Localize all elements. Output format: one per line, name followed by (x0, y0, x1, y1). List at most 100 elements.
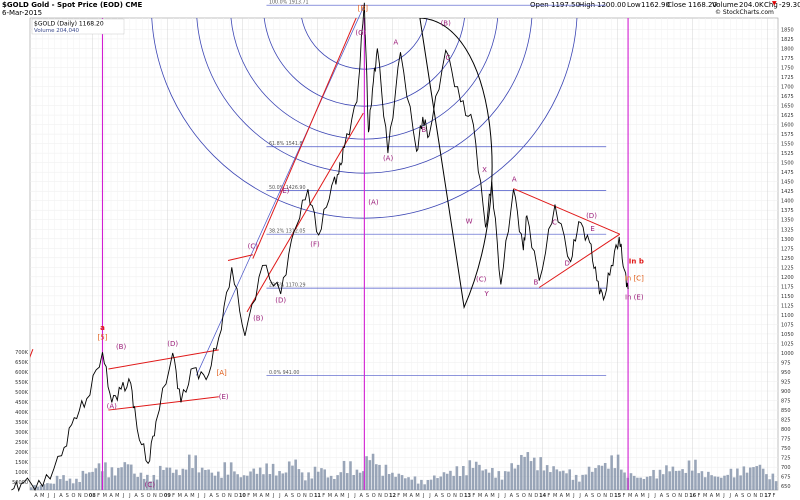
fib-level-label: 0.0% 941.00 (269, 370, 300, 376)
volume-bar (748, 467, 752, 490)
volume-bar (665, 465, 668, 490)
volume-bar (397, 473, 401, 490)
y-tick-label: 1225 (781, 265, 794, 271)
volume-value: 204.0K (739, 1, 764, 9)
volume-bar (584, 474, 588, 490)
volume-bar (391, 472, 394, 490)
volume-bar (313, 466, 317, 490)
volume-bar (436, 478, 439, 490)
x-tick-label: 09 (164, 493, 171, 499)
wave-label: [A] (217, 369, 228, 377)
x-tick-label: S (441, 493, 444, 499)
y-tick-label: 1800 (781, 46, 794, 52)
y-tick-label: 875 (781, 399, 791, 405)
fib-level-label: 100.0% 1913.71 (269, 0, 309, 6)
volume-bar (729, 468, 733, 490)
volume-bar (690, 470, 694, 490)
volume-bar (68, 478, 72, 490)
wave-label: (C) (248, 242, 259, 250)
x-tick-label: M (490, 493, 494, 499)
x-tick-label: O (747, 493, 751, 499)
volume-bar (487, 472, 491, 490)
x-tick-label: S (216, 493, 219, 499)
volume-bar (774, 481, 778, 490)
wave-label: (C) (145, 481, 156, 489)
volume-bar (716, 476, 720, 490)
wave-label: X (482, 166, 487, 174)
volume-bar (42, 484, 46, 490)
volume-bar (255, 473, 259, 490)
volume-bar (652, 469, 655, 490)
volume-bar (655, 478, 659, 490)
x-tick-label: F (773, 493, 776, 499)
volume-bar (610, 455, 613, 490)
volume-bar (410, 479, 414, 490)
volume-bar (268, 474, 272, 490)
x-tick-label: M (403, 493, 407, 499)
volume-bar (91, 471, 94, 490)
volume-bar (129, 464, 133, 490)
volume-bar (565, 473, 568, 490)
wave-label: (B) (116, 343, 127, 351)
high-value: 1200.00 (597, 1, 626, 9)
volume-bar (723, 475, 726, 490)
x-tick-label: J (728, 493, 730, 499)
volume-bar (758, 464, 762, 490)
volume-bar (732, 477, 736, 490)
volume-tick-label: 550K (15, 380, 29, 386)
volume-bar (507, 471, 510, 490)
volume-label: Volume (712, 1, 739, 9)
volume-bar (133, 473, 136, 490)
wave-label: [5] (98, 334, 108, 342)
x-tick-label: J (497, 493, 499, 499)
fib-level-label: 23.6% 1170.29 (269, 283, 306, 289)
x-tick-label: F (472, 493, 475, 499)
volume-bar (471, 467, 475, 490)
volume-bar (613, 468, 617, 490)
volume-bar (146, 474, 149, 490)
wave-label: A (393, 39, 398, 47)
volume-bar (194, 455, 198, 490)
x-tick-label: O (597, 493, 601, 499)
x-tick-label: F (172, 493, 175, 499)
x-tick-label: F (547, 493, 550, 499)
x-tick-label: 08 (89, 493, 96, 499)
y-tick-label: 1150 (781, 294, 794, 300)
volume-bar (594, 468, 597, 490)
volume-bar (407, 477, 410, 490)
wave-label: (E) (219, 393, 229, 401)
x-tick-label: J (353, 493, 355, 499)
volume-bar (217, 471, 220, 490)
volume-bar (304, 480, 307, 490)
x-tick-label: F (397, 493, 400, 499)
volume-bar (362, 471, 365, 490)
x-tick-label: M (340, 493, 344, 499)
x-tick-label: D (459, 493, 463, 499)
x-tick-label: M (253, 493, 257, 499)
x-tick-label: D (609, 493, 613, 499)
volume-tick-label: 200K (15, 450, 29, 456)
volume-bar (761, 468, 765, 490)
volume-bar (62, 475, 65, 490)
y-tick-label: 775 (781, 437, 791, 443)
volume-bar (71, 483, 75, 490)
volume-bar (532, 457, 536, 490)
x-tick-label: S (291, 493, 294, 499)
volume-bar (142, 478, 146, 490)
volume-bar (355, 469, 359, 490)
volume-bar (287, 461, 291, 490)
y-tick-label: 1600 (781, 123, 794, 129)
volume-bar (152, 474, 156, 490)
volume-bar (600, 465, 604, 490)
volume-bar (149, 481, 152, 490)
trend-line (252, 18, 357, 259)
volume-bar (258, 467, 262, 490)
volume-bar (455, 466, 459, 490)
y-tick-label: 1850 (781, 27, 794, 33)
y-tick-label: 1675 (781, 94, 794, 100)
y-tick-label: 1350 (781, 218, 794, 224)
x-tick-label: A (184, 493, 188, 499)
close-label: Close (667, 1, 687, 9)
volume-bar (187, 454, 191, 490)
